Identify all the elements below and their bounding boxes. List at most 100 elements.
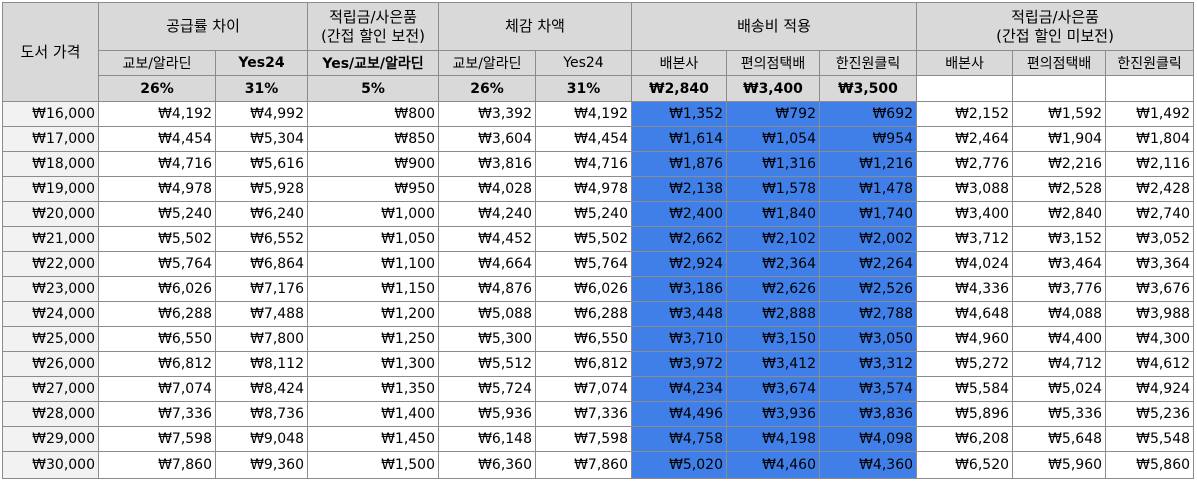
value-cell[interactable]: ₩3,400 bbox=[916, 201, 1014, 227]
value-cell[interactable]: ₩3,364 bbox=[1105, 251, 1195, 277]
value-cell[interactable]: ₩1,350 bbox=[307, 376, 439, 402]
value-cell[interactable]: ₩5,724 bbox=[438, 376, 536, 402]
value-cell[interactable]: ₩8,736 bbox=[215, 401, 308, 427]
value-cell[interactable]: ₩4,648 bbox=[916, 301, 1014, 327]
rate-cell[interactable]: 31% bbox=[535, 75, 632, 102]
header-supply-diff[interactable]: 공급률 차이 bbox=[98, 2, 308, 51]
value-cell[interactable]: ₩5,240 bbox=[535, 201, 632, 227]
value-cell[interactable]: ₩4,300 bbox=[1105, 326, 1195, 352]
value-cell[interactable]: ₩4,978 bbox=[535, 176, 632, 202]
value-cell[interactable]: ₩2,740 bbox=[1105, 201, 1195, 227]
column-header[interactable]: 편의점택배 bbox=[726, 50, 820, 76]
value-cell[interactable]: ₩5,300 bbox=[438, 326, 536, 352]
value-cell[interactable]: ₩4,240 bbox=[438, 201, 536, 227]
value-cell[interactable]: ₩5,548 bbox=[1105, 426, 1195, 452]
value-cell[interactable]: ₩3,088 bbox=[916, 176, 1014, 202]
value-cell[interactable]: ₩6,288 bbox=[535, 301, 632, 327]
book-price-cell[interactable]: ₩16,000 bbox=[2, 101, 99, 127]
value-cell[interactable]: ₩2,002 bbox=[818, 226, 918, 252]
value-cell[interactable]: ₩2,662 bbox=[631, 226, 727, 252]
value-cell[interactable]: ₩1,578 bbox=[726, 176, 820, 202]
value-cell[interactable]: ₩3,150 bbox=[726, 326, 820, 352]
column-header[interactable]: Yes24 bbox=[215, 50, 308, 76]
value-cell[interactable]: ₩7,598 bbox=[98, 426, 216, 452]
header-shipping-applied[interactable]: 배송비 적용 bbox=[630, 2, 918, 51]
value-cell[interactable]: ₩1,876 bbox=[631, 151, 727, 177]
value-cell[interactable]: ₩1,300 bbox=[307, 351, 439, 377]
value-cell[interactable]: ₩4,192 bbox=[98, 101, 216, 127]
book-price-cell[interactable]: ₩27,000 bbox=[2, 376, 99, 402]
value-cell[interactable]: ₩6,208 bbox=[916, 426, 1014, 452]
column-header[interactable]: 교보/알라딘 bbox=[438, 50, 536, 76]
value-cell[interactable]: ₩4,612 bbox=[1105, 351, 1195, 377]
value-cell[interactable]: ₩6,552 bbox=[215, 226, 308, 252]
value-cell[interactable]: ₩2,626 bbox=[726, 276, 820, 302]
value-cell[interactable]: ₩3,412 bbox=[726, 351, 820, 377]
value-cell[interactable]: ₩3,052 bbox=[1105, 226, 1195, 252]
book-price-cell[interactable]: ₩18,000 bbox=[2, 151, 99, 177]
value-cell[interactable]: ₩3,152 bbox=[1012, 226, 1107, 252]
book-price-cell[interactable]: ₩28,000 bbox=[2, 401, 99, 427]
value-cell[interactable]: ₩2,138 bbox=[631, 176, 727, 202]
value-cell[interactable]: ₩954 bbox=[818, 126, 918, 152]
value-cell[interactable]: ₩5,304 bbox=[215, 126, 308, 152]
value-cell[interactable]: ₩1,500 bbox=[307, 451, 439, 479]
value-cell[interactable]: ₩3,676 bbox=[1105, 276, 1195, 302]
value-cell[interactable]: ₩4,664 bbox=[438, 251, 536, 277]
value-cell[interactable]: ₩3,712 bbox=[916, 226, 1014, 252]
rate-cell[interactable]: 31% bbox=[215, 75, 308, 102]
value-cell[interactable]: ₩2,526 bbox=[818, 276, 918, 302]
value-cell[interactable]: ₩6,520 bbox=[916, 451, 1014, 479]
value-cell[interactable]: ₩800 bbox=[307, 101, 439, 127]
value-cell[interactable]: ₩5,272 bbox=[916, 351, 1014, 377]
value-cell[interactable]: ₩8,424 bbox=[215, 376, 308, 402]
book-price-cell[interactable]: ₩30,000 bbox=[2, 451, 99, 479]
header-book-price[interactable]: 도서 가격 bbox=[2, 2, 99, 102]
value-cell[interactable]: ₩5,512 bbox=[438, 351, 536, 377]
value-cell[interactable]: ₩3,186 bbox=[631, 276, 727, 302]
value-cell[interactable]: ₩4,400 bbox=[1012, 326, 1107, 352]
value-cell[interactable]: ₩5,960 bbox=[1012, 451, 1107, 479]
value-cell[interactable]: ₩4,454 bbox=[98, 126, 216, 152]
value-cell[interactable]: ₩6,240 bbox=[215, 201, 308, 227]
value-cell[interactable]: ₩4,452 bbox=[438, 226, 536, 252]
value-cell[interactable]: ₩7,336 bbox=[535, 401, 632, 427]
column-header[interactable]: 배본사 bbox=[916, 50, 1014, 76]
value-cell[interactable]: ₩5,764 bbox=[535, 251, 632, 277]
value-cell[interactable]: ₩6,148 bbox=[438, 426, 536, 452]
value-cell[interactable]: ₩5,764 bbox=[98, 251, 216, 277]
header-points-compensated[interactable]: 적립금/사은품 (간접 할인 보전) bbox=[307, 2, 439, 51]
book-price-cell[interactable]: ₩23,000 bbox=[2, 276, 99, 302]
value-cell[interactable]: ₩1,450 bbox=[307, 426, 439, 452]
value-cell[interactable]: ₩2,216 bbox=[1012, 151, 1107, 177]
value-cell[interactable]: ₩1,492 bbox=[1105, 101, 1195, 127]
column-header[interactable]: 편의점택배 bbox=[1012, 50, 1107, 76]
value-cell[interactable]: ₩3,674 bbox=[726, 376, 820, 402]
value-cell[interactable]: ₩4,460 bbox=[726, 451, 820, 479]
value-cell[interactable]: ₩6,288 bbox=[98, 301, 216, 327]
value-cell[interactable]: ₩3,972 bbox=[631, 351, 727, 377]
rate-cell[interactable]: ₩3,500 bbox=[818, 75, 918, 102]
value-cell[interactable]: ₩8,112 bbox=[215, 351, 308, 377]
value-cell[interactable]: ₩7,488 bbox=[215, 301, 308, 327]
book-price-cell[interactable]: ₩29,000 bbox=[2, 426, 99, 452]
value-cell[interactable]: ₩7,336 bbox=[98, 401, 216, 427]
empty-cell[interactable] bbox=[1012, 75, 1107, 102]
value-cell[interactable]: ₩9,048 bbox=[215, 426, 308, 452]
value-cell[interactable]: ₩3,464 bbox=[1012, 251, 1107, 277]
value-cell[interactable]: ₩4,978 bbox=[98, 176, 216, 202]
value-cell[interactable]: ₩3,836 bbox=[818, 401, 918, 427]
value-cell[interactable]: ₩7,800 bbox=[215, 326, 308, 352]
book-price-cell[interactable]: ₩26,000 bbox=[2, 351, 99, 377]
book-price-cell[interactable]: ₩24,000 bbox=[2, 301, 99, 327]
value-cell[interactable]: ₩3,448 bbox=[631, 301, 727, 327]
value-cell[interactable]: ₩5,896 bbox=[916, 401, 1014, 427]
book-price-cell[interactable]: ₩22,000 bbox=[2, 251, 99, 277]
value-cell[interactable]: ₩9,360 bbox=[215, 451, 308, 479]
value-cell[interactable]: ₩5,240 bbox=[98, 201, 216, 227]
value-cell[interactable]: ₩2,840 bbox=[1012, 201, 1107, 227]
value-cell[interactable]: ₩2,888 bbox=[726, 301, 820, 327]
rate-cell[interactable]: ₩3,400 bbox=[726, 75, 820, 102]
value-cell[interactable]: ₩1,904 bbox=[1012, 126, 1107, 152]
column-header[interactable]: Yes24 bbox=[535, 50, 632, 76]
